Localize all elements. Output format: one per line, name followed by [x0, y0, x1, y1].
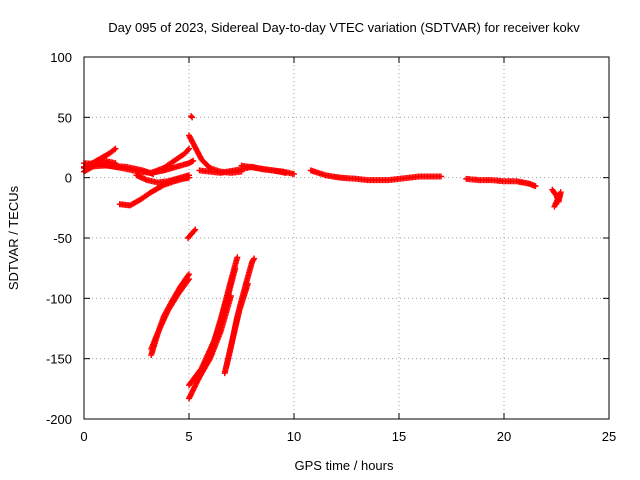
data-point	[251, 255, 258, 262]
data-point	[250, 256, 257, 263]
x-axis-label: GPS time / hours	[295, 458, 394, 473]
y-tick-label: -150	[46, 352, 72, 367]
data-point	[234, 254, 241, 261]
axis-ticks	[83, 56, 610, 420]
data-point	[232, 265, 239, 272]
x-tick-label: 15	[392, 429, 406, 444]
data-point	[186, 174, 192, 181]
data-point	[244, 280, 251, 287]
data-point	[532, 183, 539, 190]
data-point	[111, 146, 118, 153]
data-point	[188, 113, 195, 120]
data-point	[438, 173, 444, 180]
data-points	[81, 113, 564, 402]
x-tick-label: 5	[185, 429, 192, 444]
chart-title: Day 095 of 2023, Sidereal Day-to-day VTE…	[108, 20, 580, 35]
y-tick-label: 100	[50, 50, 72, 65]
data-point	[228, 292, 234, 299]
grid-lines	[84, 57, 609, 419]
y-tick-label: -50	[53, 231, 72, 246]
data-point	[192, 226, 199, 233]
data-point	[159, 182, 166, 189]
y-tick-label: -200	[46, 412, 72, 427]
data-point	[282, 169, 289, 176]
data-point	[551, 203, 558, 210]
data-point	[112, 145, 119, 152]
data-point	[191, 227, 198, 234]
data-point	[291, 171, 297, 178]
x-tick-label: 20	[497, 429, 511, 444]
data-point	[190, 157, 197, 164]
x-tick-label: 10	[287, 429, 301, 444]
plot-frame	[83, 56, 610, 420]
data-point	[189, 114, 196, 121]
y-tick-label: 50	[58, 110, 72, 125]
x-tick-label: 25	[602, 429, 616, 444]
data-point	[186, 145, 192, 152]
y-tick-label: 0	[65, 171, 72, 186]
data-point	[184, 146, 191, 153]
tick-labels: 0 5 10 15 20 25 -200 -150 -100 -50 0 50 100	[46, 50, 616, 444]
y-axis-label: SDTVAR / TECUs	[6, 185, 21, 290]
y-tick-label: -100	[46, 291, 72, 306]
x-tick-label: 0	[80, 429, 87, 444]
data-point	[185, 277, 192, 284]
data-point	[186, 276, 192, 283]
